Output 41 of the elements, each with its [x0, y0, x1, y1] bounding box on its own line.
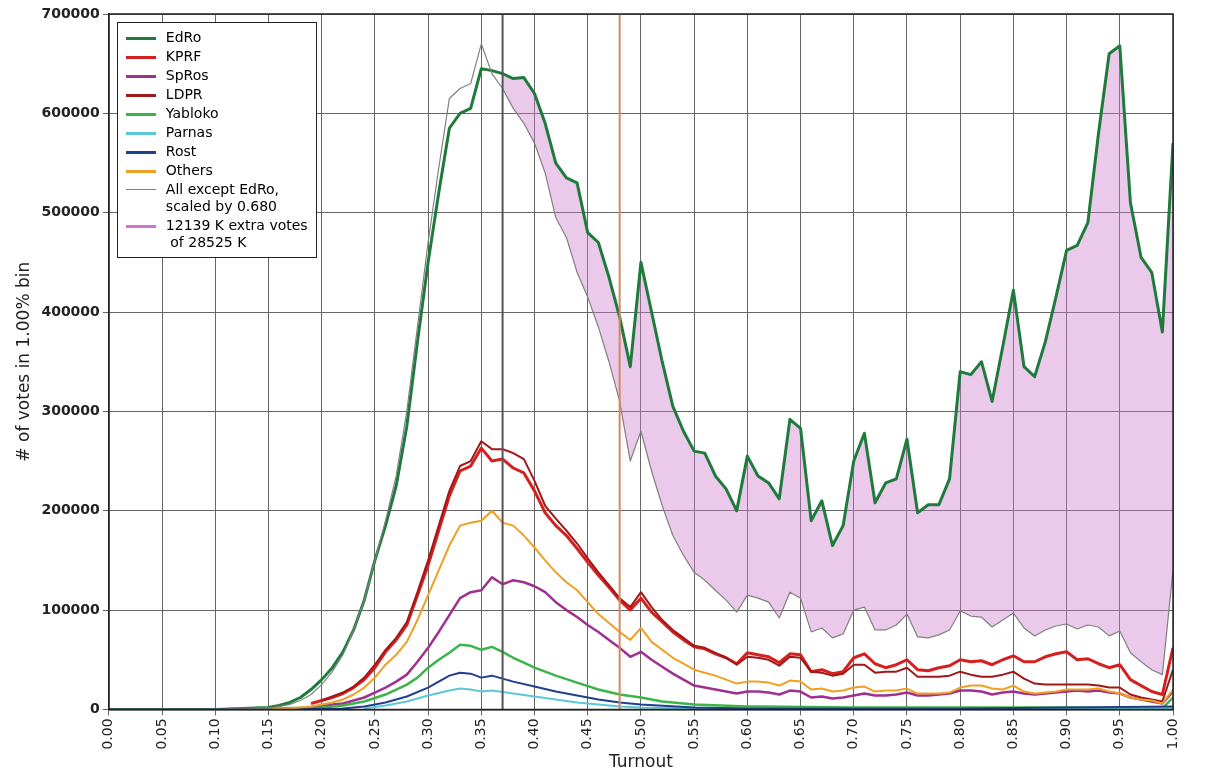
legend-label: Yabloko [165, 105, 219, 122]
x-tick-label: 0.85 [1004, 718, 1021, 750]
x-tick-label: 0.60 [737, 718, 754, 750]
x-tick-label: 0.45 [578, 718, 595, 750]
x-tick-label: 0.95 [1110, 718, 1127, 750]
y-axis-title: # of votes in 1.00% bin [12, 261, 33, 462]
legend-label: Others [165, 162, 213, 179]
x-tick-label: 0.70 [844, 718, 861, 750]
x-axis-title: Turnout [607, 751, 674, 772]
x-tick-label: 0.90 [1057, 718, 1074, 750]
y-tick-label: 300000 [41, 402, 101, 419]
x-tick-label: 0.10 [205, 718, 222, 750]
y-tick-label: 400000 [41, 302, 101, 319]
legend-label: All except EdRo, scaled by 0.680 [165, 181, 280, 215]
x-tick-label: 0.55 [684, 718, 701, 750]
x-tick-label: 0.80 [950, 718, 967, 750]
x-tick-label: 0.05 [152, 718, 169, 750]
legend-label: EdRo [165, 29, 202, 46]
legend-label: Rost [165, 143, 197, 160]
x-tick-label: 0.75 [897, 718, 914, 750]
x-tick-label: 0.30 [418, 718, 435, 750]
x-tick-label: 0.20 [312, 718, 329, 750]
legend-label: KPRF [165, 48, 202, 65]
x-tick-label: 1.00 [1163, 718, 1180, 750]
y-tick-label: 700000 [41, 4, 101, 21]
legend-label: LDPR [165, 86, 203, 103]
y-tick-label: 0 [90, 700, 101, 717]
y-tick-label: 100000 [41, 600, 101, 617]
x-tick-label: 0.65 [791, 718, 808, 750]
legend-label: 12139 K extra votes of 28525 K [165, 217, 308, 251]
x-tick-label: 0.15 [259, 718, 276, 750]
legend-label: Parnas [165, 124, 213, 141]
legend-label: SpRos [165, 67, 209, 84]
x-tick-label: 0.25 [365, 718, 382, 750]
x-tick-label: 0.00 [99, 718, 116, 750]
x-tick-label: 0.50 [631, 718, 648, 750]
y-tick-label: 200000 [41, 501, 101, 518]
y-tick-label: 600000 [41, 103, 101, 120]
y-tick-label: 500000 [41, 203, 101, 220]
x-tick-label: 0.35 [471, 718, 488, 750]
x-tick-label: 0.40 [525, 718, 542, 750]
